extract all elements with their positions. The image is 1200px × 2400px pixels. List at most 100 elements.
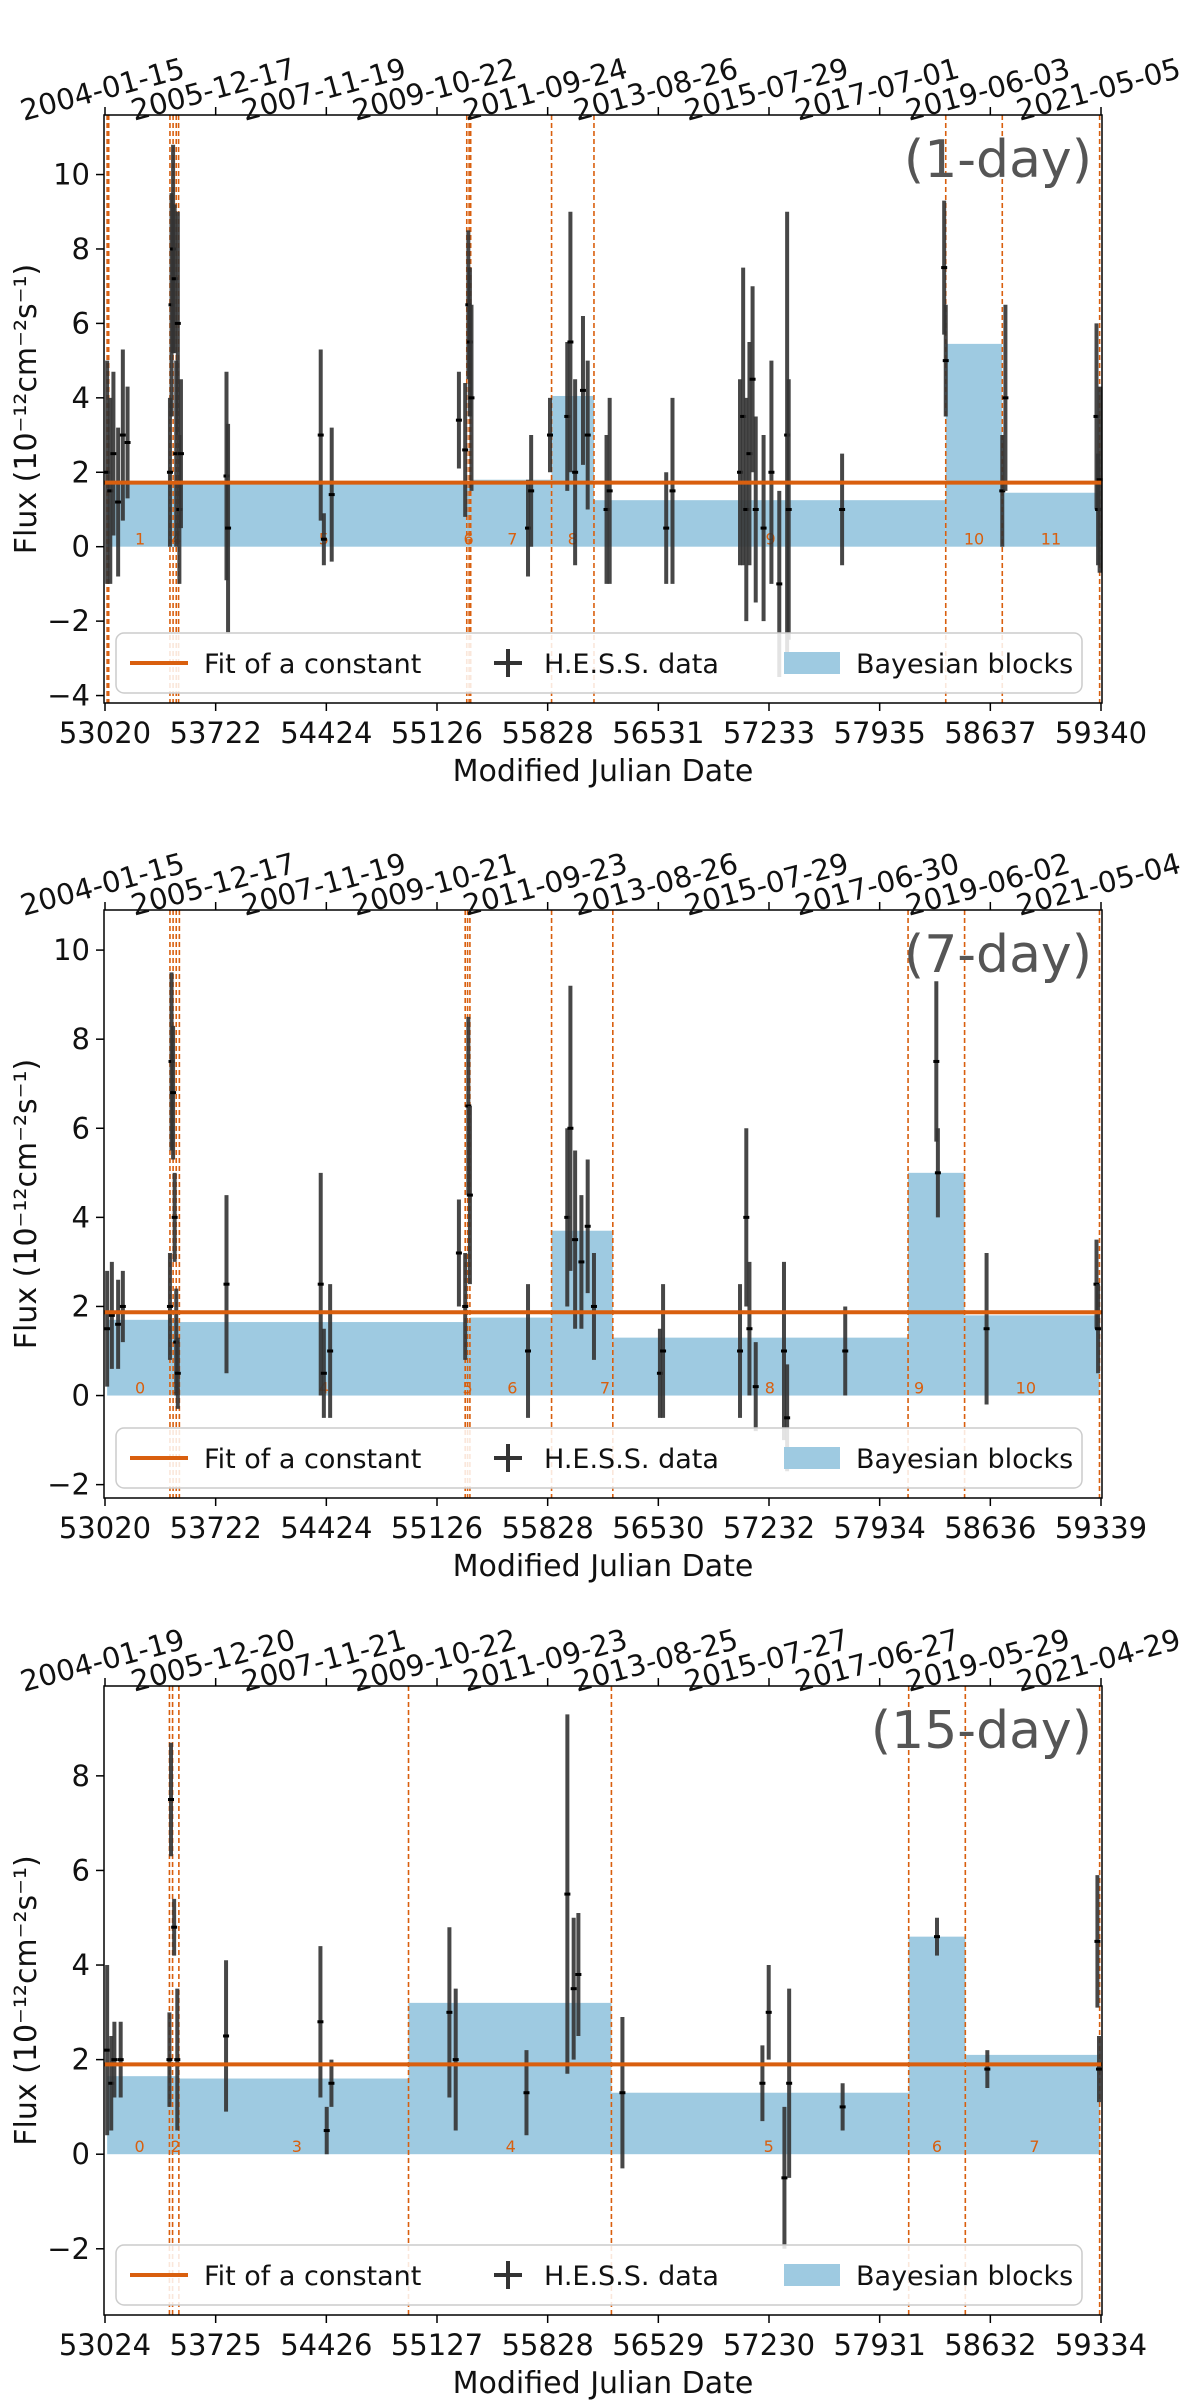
panel-label: (15-day) (871, 1701, 1092, 1761)
x-tick-label: 54424 (280, 1511, 372, 1545)
legend-fit-label: Fit of a constant (204, 649, 421, 680)
bayesian-block (107, 2076, 170, 2155)
x-tick-label: 59340 (1055, 716, 1147, 750)
legend-box (115, 2244, 1083, 2306)
x-tick-label: 58636 (944, 1511, 1036, 1545)
x-tick-label: 53020 (59, 1511, 151, 1545)
x-tick-label: 57931 (834, 2328, 926, 2362)
bayesian-block (466, 481, 471, 547)
y-tick-label: 4 (72, 381, 90, 415)
y-tick-label: −2 (47, 2232, 90, 2266)
block-index-label: 7 (1029, 2137, 1039, 2156)
block-index-label: 10 (1016, 1379, 1036, 1398)
x-tick-label: 56529 (612, 2328, 704, 2362)
block-index-label: 2 (171, 2137, 181, 2156)
block-index-label: 3 (292, 2137, 302, 2156)
x-tick-label: 55126 (391, 1511, 483, 1545)
x-tick-label: 53024 (59, 2328, 151, 2362)
x-axis-title: Modified Julian Date (453, 754, 754, 789)
block-index-label: 8 (568, 530, 578, 549)
bayesian-block (1002, 492, 1100, 547)
x-tick-label: 56530 (612, 1511, 704, 1545)
legend-blocks-label: Bayesian blocks (856, 2261, 1073, 2292)
legend: Fit of a constant H.E.S.S. data Bayesian b… (115, 1427, 1083, 1489)
bayesian-block (908, 1936, 966, 2155)
legend-data-label: H.E.S.S. data (544, 649, 719, 680)
legend-data-label: H.E.S.S. data (544, 1444, 719, 1475)
x-tick-label: 57934 (834, 1511, 926, 1545)
y-tick-label: −2 (47, 604, 90, 638)
block-index-label: 7 (507, 530, 517, 549)
block-index-label: 0 (134, 2137, 144, 2156)
bayesian-block (611, 2092, 909, 2155)
legend-box (115, 1427, 1083, 1489)
legend-fit-label: Fit of a constant (204, 2261, 421, 2292)
bayesian-block (945, 343, 1003, 547)
y-tick-label: 0 (72, 1379, 90, 1413)
y-tick-label: 4 (72, 1948, 90, 1982)
bayesian-block (612, 1337, 909, 1396)
panel-label: (7-day) (904, 925, 1092, 985)
y-tick-label: 10 (53, 933, 90, 967)
x-tick-label: 55828 (502, 2328, 594, 2362)
y-tick-label: 2 (72, 2043, 90, 2077)
y-tick-label: 0 (72, 2137, 90, 2171)
block-index-label: 5 (462, 1379, 472, 1398)
y-tick-label: 6 (72, 306, 90, 340)
x-tick-label: 53020 (59, 716, 151, 750)
plot-frame (103, 1685, 1103, 2316)
x-axis-title: Modified Julian Date (453, 1549, 754, 1584)
y-axis-title: Flux (10⁻¹²cm⁻²s⁻¹) (9, 1059, 44, 1349)
x-tick-label: 59334 (1055, 2328, 1147, 2362)
block-index-label: 6 (932, 2137, 942, 2156)
legend-blocks-swatch (784, 1447, 840, 1469)
x-axis-title: Modified Julian Date (453, 2366, 754, 2400)
block-index-label: 9 (914, 1379, 924, 1398)
y-tick-label: 8 (72, 1022, 90, 1056)
bayesian-block (169, 2076, 173, 2155)
x-tick-label: 57233 (723, 716, 815, 750)
plot-frame (103, 909, 1103, 1499)
chart-panel-15-day: 0 2 3 4 5 6 7−202468530242004-01-19537252005-1… (9, 1622, 1184, 2400)
block-index-label: 10 (964, 530, 984, 549)
x-tick-label: 57935 (834, 716, 926, 750)
y-tick-label: 8 (72, 1759, 90, 1793)
bayesian-block (408, 2002, 612, 2155)
bayesian-block (469, 1317, 552, 1396)
chart-panel-7-day: 0345678910−20246810530202004-01-15537222… (9, 846, 1184, 1584)
x-tick-label: 56531 (612, 716, 704, 750)
bayesian-block (465, 1319, 470, 1396)
block-index-label: 6 (464, 530, 474, 549)
block-index-label: 0 (135, 1379, 145, 1398)
y-tick-label: −4 (47, 679, 90, 713)
x-tick-label: 58632 (944, 2328, 1036, 2362)
x-tick-label: 54426 (280, 2328, 372, 2362)
block-index-label: 1 (135, 530, 145, 549)
y-tick-label: 6 (72, 1853, 90, 1887)
block-index-label: 11 (1041, 530, 1061, 549)
legend-blocks-swatch (784, 652, 840, 674)
legend-blocks-label: Bayesian blocks (856, 649, 1073, 680)
plot-frame (103, 114, 1103, 704)
legend-blocks-swatch (784, 2264, 840, 2286)
x-tick-label: 53725 (170, 2328, 262, 2362)
x-tick-label: 55828 (502, 716, 594, 750)
x-tick-label: 57232 (723, 1511, 815, 1545)
x-tick-label: 53722 (170, 1511, 262, 1545)
x-tick-label: 53722 (170, 716, 262, 750)
block-index-label: 5 (764, 2137, 774, 2156)
bayesian-block (178, 2078, 409, 2155)
x-tick-label: 57230 (723, 2328, 815, 2362)
x-tick-label: 55828 (502, 1511, 594, 1545)
block-index-label: 8 (765, 1379, 775, 1398)
legend-box (115, 632, 1083, 694)
block-index-label: 4 (506, 2137, 516, 2156)
x-tick-label: 58637 (944, 716, 1036, 750)
x-tick-label: 59339 (1055, 1511, 1147, 1545)
block-index-label: 7 (600, 1379, 610, 1398)
x-tick-label: 55127 (391, 2328, 483, 2362)
x-tick-label: 54424 (280, 716, 372, 750)
panel-label: (1-day) (904, 130, 1092, 190)
chart-panel-1-day: 14567891011−4−20246810530202004-01-15537… (9, 51, 1184, 789)
